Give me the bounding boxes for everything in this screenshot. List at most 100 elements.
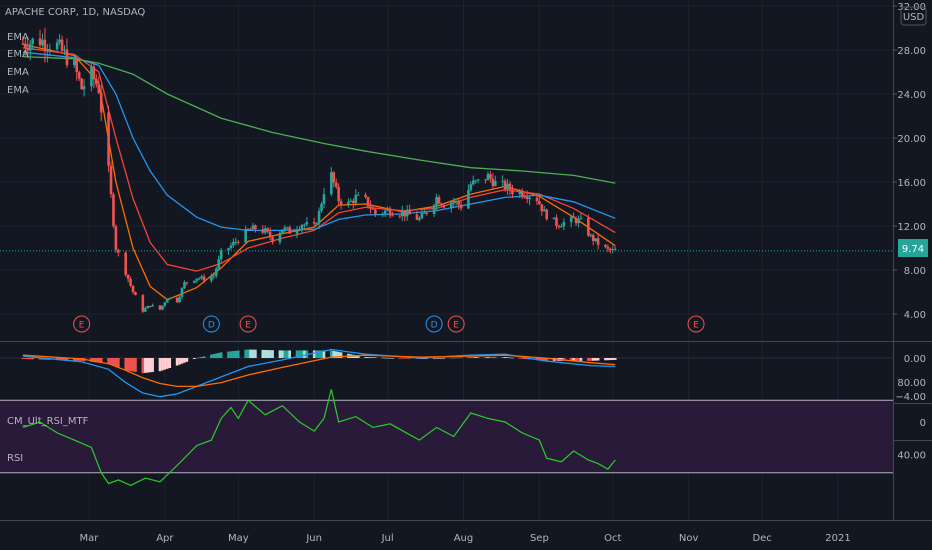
candle[interactable]	[352, 200, 355, 204]
candle[interactable]	[234, 241, 238, 243]
candle[interactable]	[320, 203, 323, 211]
candle[interactable]	[166, 298, 169, 303]
candle[interactable]	[322, 194, 326, 204]
candle[interactable]	[298, 229, 301, 231]
candle[interactable]	[168, 297, 172, 299]
candle[interactable]	[109, 165, 113, 195]
ema-label-4[interactable]: EMA	[7, 85, 29, 96]
candle[interactable]	[523, 196, 526, 198]
candle[interactable]	[560, 226, 563, 228]
candle[interactable]	[403, 211, 407, 217]
candle[interactable]	[266, 228, 269, 232]
candle[interactable]	[552, 217, 556, 220]
candle[interactable]	[596, 238, 600, 245]
candle[interactable]	[435, 197, 438, 206]
candle[interactable]	[229, 245, 233, 249]
currency-badge[interactable]	[900, 6, 927, 26]
candle[interactable]	[28, 43, 32, 51]
candle[interactable]	[151, 305, 154, 307]
cm-ult-rsi-mtf-label[interactable]: CM_Ult_RSI_MTF	[7, 416, 89, 427]
candle[interactable]	[97, 84, 101, 93]
candle[interactable]	[183, 282, 186, 289]
candle[interactable]	[572, 216, 575, 219]
time-axis[interactable]: Mar Apr May Jun Jul Aug Sep Oct Nov Dec 2021	[80, 533, 851, 544]
candle[interactable]	[476, 179, 480, 181]
candle[interactable]	[449, 202, 453, 208]
candle[interactable]	[107, 112, 110, 166]
candle[interactable]	[442, 205, 446, 208]
candle[interactable]	[175, 297, 179, 303]
candle[interactable]	[38, 38, 42, 46]
candle[interactable]	[503, 180, 507, 190]
candle[interactable]	[557, 226, 561, 228]
candle[interactable]	[124, 252, 128, 275]
candle[interactable]	[197, 278, 201, 280]
candle[interactable]	[146, 306, 150, 309]
candle[interactable]	[232, 241, 235, 246]
candle[interactable]	[288, 227, 292, 234]
candle[interactable]	[95, 79, 98, 85]
candle[interactable]	[591, 234, 595, 241]
candle[interactable]	[398, 215, 402, 217]
candle[interactable]	[75, 59, 79, 73]
candle[interactable]	[134, 292, 137, 296]
event-marker-d[interactable]	[202, 315, 220, 333]
candle[interactable]	[386, 209, 389, 211]
ema-label-2[interactable]: EMA	[7, 49, 29, 60]
price-axis[interactable]: 32.0028.0024.0020.0016.0012.008.004.000.…	[893, 2, 926, 462]
candle[interactable]	[31, 38, 34, 44]
candle[interactable]	[501, 180, 504, 182]
candle[interactable]	[408, 209, 411, 215]
candle[interactable]	[90, 66, 93, 87]
candle[interactable]	[332, 172, 336, 183]
candle[interactable]	[538, 200, 541, 205]
candle[interactable]	[489, 174, 492, 179]
candle[interactable]	[452, 201, 456, 203]
candle[interactable]	[281, 229, 284, 233]
candle[interactable]	[589, 234, 593, 236]
candle[interactable]	[236, 241, 240, 243]
candle[interactable]	[72, 59, 76, 66]
candle[interactable]	[148, 306, 152, 308]
candle[interactable]	[520, 191, 524, 197]
candle[interactable]	[347, 201, 350, 205]
candle[interactable]	[587, 217, 590, 236]
candle[interactable]	[471, 180, 475, 185]
candle[interactable]	[609, 248, 612, 251]
candle[interactable]	[217, 259, 221, 269]
candle[interactable]	[60, 39, 64, 51]
ema-label-3[interactable]: EMA	[7, 67, 29, 78]
candle[interactable]	[535, 197, 539, 201]
candle[interactable]	[114, 226, 118, 250]
event-marker-e[interactable]	[447, 315, 465, 333]
candle[interactable]	[542, 209, 546, 212]
candle[interactable]	[46, 49, 49, 51]
candle[interactable]	[163, 302, 167, 306]
candle[interactable]	[415, 214, 419, 220]
candle[interactable]	[418, 218, 421, 220]
candle[interactable]	[562, 222, 566, 227]
candle[interactable]	[21, 43, 25, 45]
candle[interactable]	[467, 190, 470, 209]
candle[interactable]	[312, 222, 316, 224]
candle[interactable]	[80, 78, 83, 90]
candle[interactable]	[366, 197, 370, 207]
candle[interactable]	[354, 194, 358, 204]
candle[interactable]	[457, 200, 460, 205]
candle[interactable]	[300, 225, 304, 230]
candle[interactable]	[400, 211, 404, 217]
candle[interactable]	[511, 190, 514, 195]
candle[interactable]	[65, 49, 69, 66]
candle[interactable]	[459, 204, 463, 209]
candle[interactable]	[388, 209, 392, 216]
candle[interactable]	[180, 288, 184, 297]
candle[interactable]	[364, 194, 367, 198]
rsi-pane[interactable]	[0, 389, 893, 487]
price-candles[interactable]	[21, 27, 617, 314]
candle[interactable]	[383, 210, 387, 214]
candle[interactable]	[246, 228, 250, 230]
candle[interactable]	[131, 285, 135, 293]
candle[interactable]	[295, 229, 299, 234]
